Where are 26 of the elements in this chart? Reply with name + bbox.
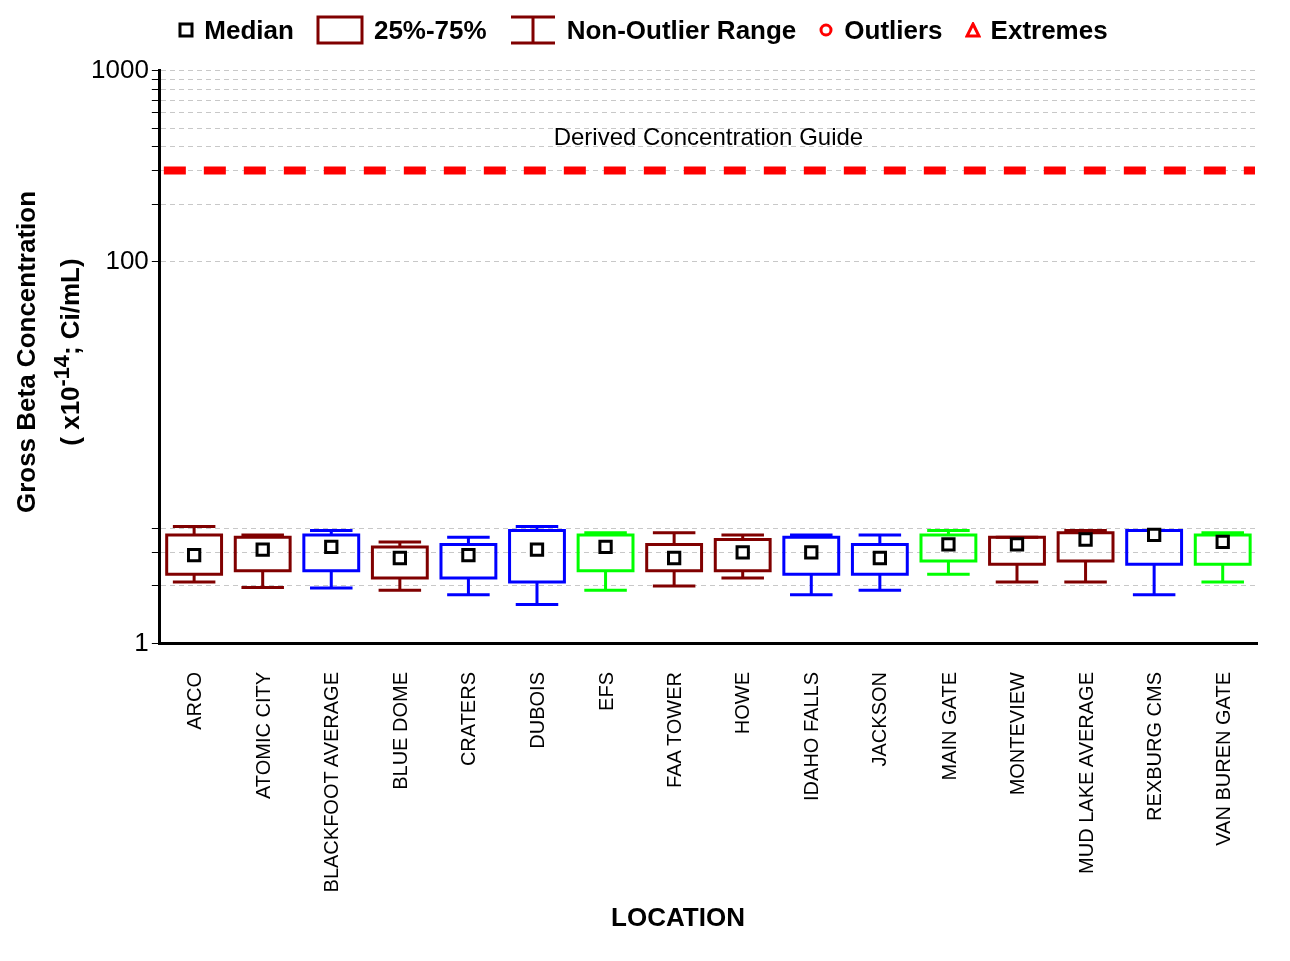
x-tick-label: REXBURG CMS	[1142, 672, 1167, 821]
text: Outliers	[844, 14, 943, 46]
x-tick-label: IDAHO FALLS	[799, 672, 824, 801]
text: Non-Outlier Range	[566, 14, 797, 46]
y-tick-label: 1000	[91, 53, 149, 84]
x-tick-label: ARCO	[182, 672, 207, 730]
x-tick-label: HOWE	[730, 672, 755, 735]
x-tick-label: CRATERS	[456, 672, 481, 767]
x-tick-label: VAN BUREN GATE	[1210, 672, 1235, 846]
x-tick-label: BLACKFOOT AVERAGE	[319, 672, 344, 893]
x-tick-label: MUD LAKE AVERAGE	[1073, 672, 1098, 874]
x-tick-label: FAA TOWER	[662, 672, 687, 788]
x-tick-label: DUBOIS	[525, 672, 549, 749]
x-tick-label: JACKSON	[867, 672, 892, 767]
x-tick-label: MAIN GATE	[936, 672, 961, 781]
x-axis-title: LOCATION	[610, 902, 746, 933]
x-tick-label: EFS	[593, 672, 618, 711]
y-tick-label: 1	[134, 626, 149, 657]
x-tick-label: MONTEVIEW	[1005, 672, 1029, 796]
x-tick-label: ATOMIC CITY	[250, 672, 275, 800]
ref-line-label: Derived Concentration Guide	[553, 123, 864, 151]
x-tick-label: BLUE DOME	[387, 672, 412, 790]
text: 25%-75%	[373, 14, 487, 46]
text: Median	[204, 14, 294, 46]
text: Extremes	[990, 14, 1108, 46]
y-tick-label: 100	[105, 244, 149, 275]
